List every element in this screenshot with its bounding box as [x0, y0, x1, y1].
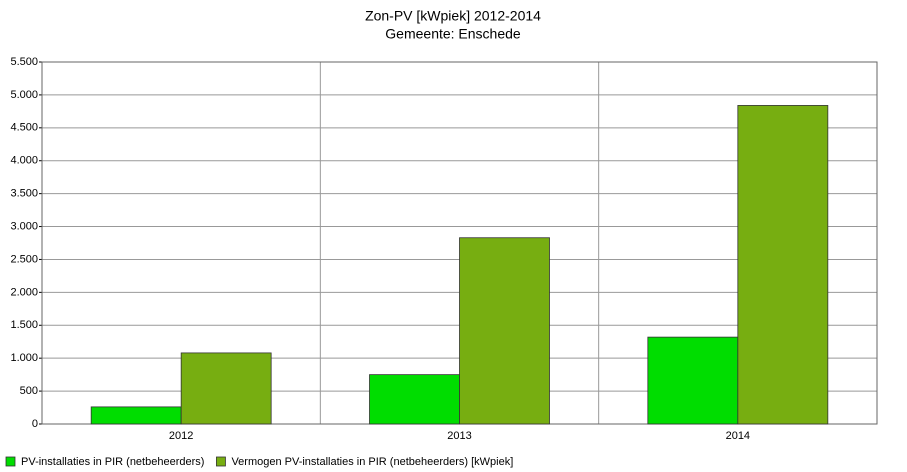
- y-tick-label: 5.000: [10, 89, 38, 101]
- y-tick-label: 2.500: [10, 253, 38, 265]
- y-tick-label: 500: [20, 385, 38, 397]
- x-tick-label: 2013: [447, 430, 471, 442]
- y-tick-label: 2.000: [10, 286, 38, 298]
- y-tick-label: 1.500: [10, 319, 38, 331]
- y-tick-label: 4.500: [10, 122, 38, 134]
- x-tick-label: 2012: [169, 430, 193, 442]
- legend-swatch: [5, 456, 16, 467]
- chart-subtitle: Gemeente: Enschede: [385, 26, 521, 42]
- bar: [369, 374, 460, 425]
- bar: [90, 406, 182, 425]
- y-tick-label: 0: [32, 418, 38, 430]
- bar: [737, 105, 829, 425]
- legend-label: Vermogen PV-installaties in PIR (netbehe…: [231, 456, 513, 468]
- legend-swatch: [216, 456, 226, 467]
- bar: [647, 336, 739, 425]
- legend-label: PV-installaties in PIR (netbeheerders): [21, 456, 204, 468]
- chart-title: Zon-PV [kWpiek] 2012-2014: [365, 8, 541, 24]
- bar: [459, 237, 550, 425]
- x-tick-label: 2014: [726, 430, 750, 442]
- y-tick-label: 3.500: [10, 188, 38, 200]
- y-tick-label: 5.500: [10, 56, 38, 68]
- y-tick-label: 3.000: [10, 220, 38, 232]
- y-tick-label: 4.000: [10, 155, 38, 167]
- y-tick-label: 1.000: [10, 352, 38, 364]
- bar: [180, 352, 272, 425]
